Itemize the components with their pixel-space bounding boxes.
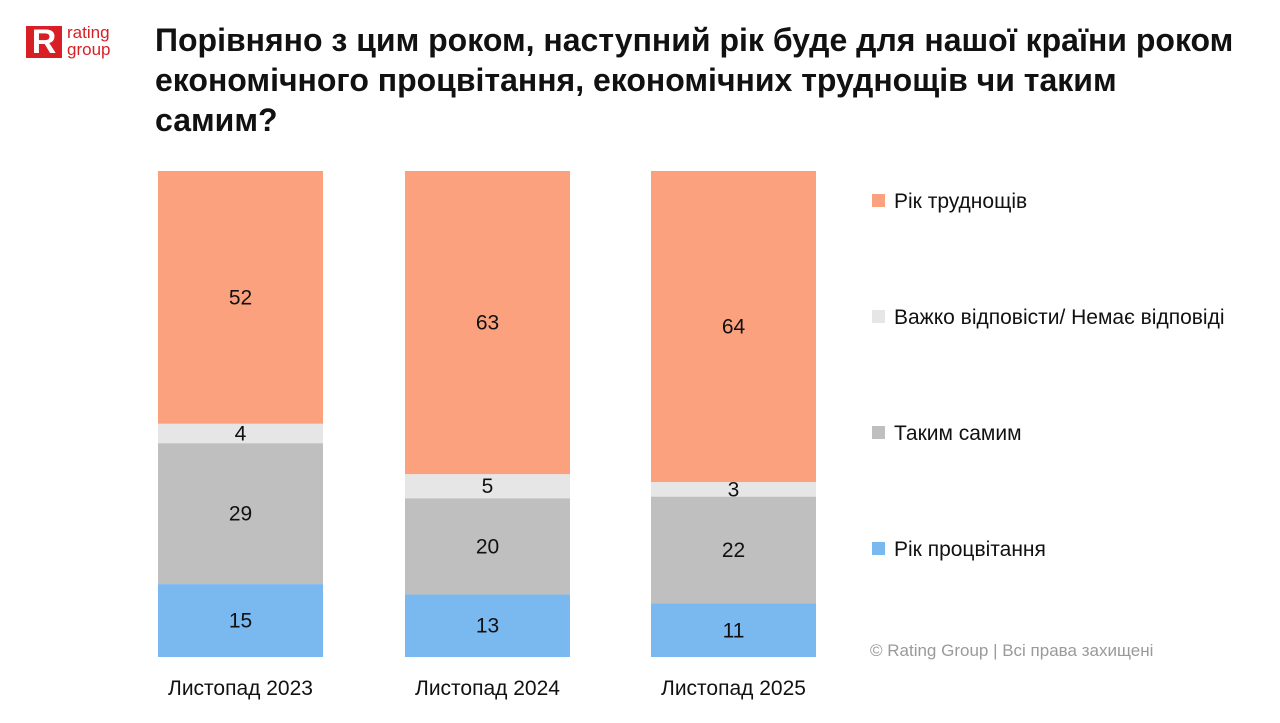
- data-label: 20: [476, 535, 499, 558]
- bar-segment: [651, 171, 816, 483]
- data-label: 52: [229, 286, 252, 309]
- data-label: 5: [482, 475, 494, 498]
- logo-text: rating group: [67, 23, 111, 59]
- data-label: 13: [476, 615, 499, 638]
- legend-item: Важко відповісти/ Немає відповіді: [872, 306, 1225, 330]
- bar-segment: [405, 171, 570, 475]
- legend-swatch: [872, 425, 885, 439]
- legend-swatch: [872, 193, 885, 207]
- bar-segment: [651, 603, 816, 657]
- data-label: 63: [476, 312, 499, 335]
- data-label: 3: [728, 478, 740, 501]
- bar-segment: [158, 423, 323, 444]
- copyright-notice: © Rating Group | Всі права захищені: [870, 641, 1154, 660]
- bar-segment: [158, 443, 323, 585]
- bar-segment: [405, 594, 570, 657]
- data-label: 4: [235, 422, 247, 445]
- legend-swatch: [872, 309, 885, 323]
- data-label: 11: [723, 619, 745, 642]
- chart-title: Порівняно з цим роком, наступний рік буд…: [155, 22, 1234, 138]
- legend-swatch: [872, 541, 885, 555]
- data-label: 15: [229, 610, 252, 633]
- category-label: Листопад 2023: [168, 677, 313, 700]
- legend-label: Таким самим: [894, 422, 1022, 445]
- legend-label: Рік процвітання: [894, 538, 1046, 561]
- legend-item: Таким самим: [872, 422, 1022, 446]
- category-label: Листопад 2024: [415, 677, 560, 700]
- bar-segment: [651, 496, 816, 604]
- data-label: 22: [722, 539, 745, 562]
- data-label: 29: [229, 503, 252, 526]
- bar-segment: [405, 498, 570, 595]
- bar-segment: [158, 171, 323, 424]
- bar-segment: [651, 482, 816, 497]
- legend-label: Важко відповісти/ Немає відповіді: [894, 306, 1225, 329]
- legend-item: Рік процвітання: [872, 538, 1046, 562]
- legend-label: Рік труднощів: [894, 190, 1028, 213]
- logo-mark: R: [26, 25, 62, 59]
- bar-segment: [405, 474, 570, 499]
- bar-segment: [158, 584, 323, 657]
- data-label: 64: [722, 316, 746, 339]
- legend-item: Рік труднощів: [872, 190, 1027, 214]
- category-label: Листопад 2025: [661, 677, 806, 700]
